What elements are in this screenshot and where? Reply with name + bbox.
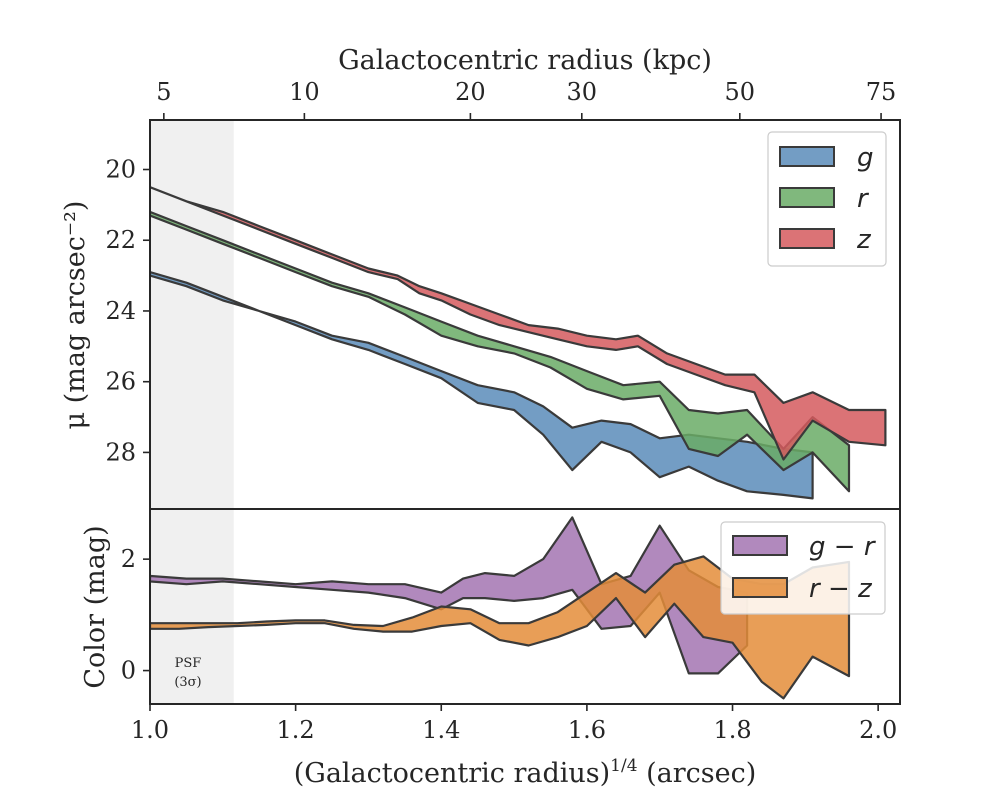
top-y-tick-label: 22 — [105, 226, 136, 254]
bottom-y-tick-label: 0 — [121, 657, 136, 685]
bottom-legend: g − r r − z — [720, 521, 886, 615]
band-g — [151, 271, 814, 500]
legend-swatch-rz — [732, 577, 788, 598]
legend-swatch-g — [779, 146, 835, 167]
top-y-axis-title: μ (mag arcsec⁻²) — [60, 201, 91, 430]
color-series — [151, 516, 851, 700]
legend-label-r: r — [857, 184, 870, 214]
bottom-y-axis-title: Color (mag) — [80, 525, 111, 688]
psf-band-top — [150, 120, 234, 509]
bottom-y-tick-label: 2 — [121, 545, 136, 573]
x-axis-title-main: (Galactocentric radius) — [294, 758, 610, 789]
bottom-x-tick-label: 1.0 — [131, 716, 169, 744]
legend-swatch-gr — [732, 535, 788, 556]
top-x-tick-label: 30 — [567, 78, 598, 106]
x-axis-title-units: (arcsec) — [638, 758, 757, 789]
surface-brightness-series — [151, 186, 887, 500]
bottom-x-tick-label: 2.0 — [859, 716, 897, 744]
legend-label-g: g — [857, 143, 874, 173]
x-axis-title-superscript: 1/4 — [610, 756, 637, 776]
psf-band-bottom — [150, 509, 234, 704]
top-y-tick-label: 26 — [105, 368, 136, 396]
band-rz — [151, 555, 851, 700]
top-y-tick-label: 24 — [105, 297, 136, 325]
top-y-tick-label: 20 — [105, 156, 136, 184]
top-x-axis-ticks: 5 10 20 30 50 75 — [156, 78, 896, 120]
band-r — [151, 211, 851, 493]
psf-sigma-label: (3σ) — [174, 675, 201, 690]
top-x-tick-label: 10 — [289, 78, 320, 106]
legend-label-gr: g − r — [809, 532, 877, 562]
top-x-axis-title: Galactocentric radius (kpc) — [338, 45, 712, 76]
bottom-x-tick-label: 1.4 — [422, 716, 460, 744]
bottom-x-axis-title: (Galactocentric radius)1/4 (arcsec) — [294, 756, 757, 789]
legend-swatch-z — [779, 228, 835, 249]
bottom-panel-frame — [149, 508, 901, 705]
top-legend: grz — [767, 131, 887, 267]
top-x-tick-label: 20 — [455, 78, 486, 106]
bottom-x-tick-label: 1.2 — [277, 716, 315, 744]
bottom-y-axis-ticks: 02 — [121, 545, 150, 685]
psf-label: PSF — [175, 656, 202, 671]
band-z — [151, 186, 887, 461]
bottom-x-tick-label: 1.6 — [568, 716, 606, 744]
legend-label-z: z — [856, 225, 872, 255]
top-x-tick-label: 75 — [866, 78, 897, 106]
bottom-x-axis-ticks: 1.0 1.2 1.4 1.6 1.8 2.0 — [131, 704, 897, 744]
legend-label-rz: r − z — [809, 574, 873, 604]
top-y-axis-ticks: 20 22 24 26 28 — [105, 156, 150, 466]
top-x-tick-label: 50 — [725, 78, 756, 106]
top-x-tick-label: 5 — [156, 78, 171, 106]
top-y-tick-label: 28 — [105, 438, 136, 466]
bottom-x-tick-label: 1.8 — [713, 716, 751, 744]
legend-swatch-r — [779, 187, 835, 208]
